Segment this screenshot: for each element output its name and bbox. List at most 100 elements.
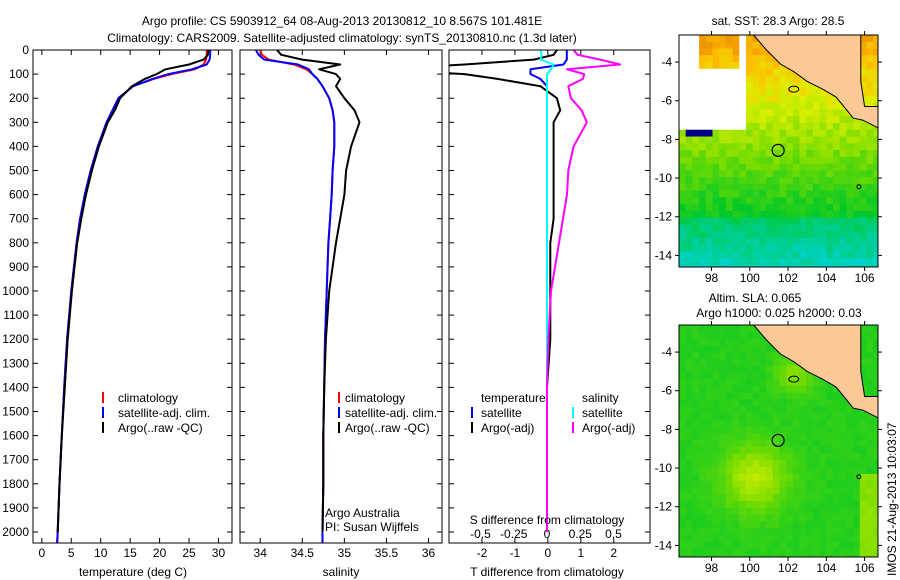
map-cell xyxy=(806,467,814,475)
map-cell xyxy=(859,500,868,509)
map-cell xyxy=(792,534,801,543)
map-cell xyxy=(859,541,868,549)
map-cell xyxy=(853,210,861,219)
map-cell xyxy=(725,190,734,198)
map-cell xyxy=(859,217,868,226)
map-cell xyxy=(839,129,847,138)
map-cell xyxy=(752,41,760,50)
map-cell xyxy=(732,548,740,556)
map-frame xyxy=(678,324,879,558)
map-cell xyxy=(819,163,827,171)
map-cell xyxy=(839,555,847,557)
map-cell xyxy=(786,143,794,151)
map-cell xyxy=(719,48,727,56)
map-cell xyxy=(692,68,700,77)
map-cell xyxy=(799,102,807,111)
map-cell xyxy=(679,514,687,522)
map-cell xyxy=(725,325,734,333)
map-cell xyxy=(819,473,827,482)
map-cell xyxy=(859,150,868,158)
map-cell xyxy=(779,258,787,266)
map-cell xyxy=(779,528,787,536)
map-cell xyxy=(752,453,760,461)
map-cell xyxy=(772,358,781,367)
map-cell xyxy=(692,453,700,461)
map-cell xyxy=(746,217,754,226)
map-cell xyxy=(772,406,781,414)
map-cell xyxy=(873,352,878,360)
map-cell xyxy=(873,150,878,158)
map-cell xyxy=(719,82,727,90)
map-cell xyxy=(819,453,827,461)
lat-tick-label: -14 xyxy=(655,538,673,552)
map-cell xyxy=(679,244,687,253)
map-cell xyxy=(752,55,760,63)
map-cell xyxy=(712,406,720,414)
map-cell xyxy=(712,500,720,509)
map-cell xyxy=(759,143,767,151)
legend-swatch-t-argo xyxy=(471,422,473,433)
map-cell xyxy=(839,419,847,428)
map-cell xyxy=(839,150,847,158)
s-tick-label: 0.5 xyxy=(605,527,622,541)
map-cell xyxy=(833,150,841,158)
map-cell xyxy=(746,55,754,63)
map-cell xyxy=(679,75,687,83)
map-cell xyxy=(752,150,760,158)
map-cell xyxy=(826,251,834,259)
map-cell xyxy=(692,480,700,488)
map-cell xyxy=(725,123,734,131)
map-cell xyxy=(725,258,734,266)
map-cell xyxy=(799,473,807,482)
map-cell xyxy=(732,352,740,360)
map-cell xyxy=(833,95,841,104)
map-cell xyxy=(685,446,693,455)
map-cell xyxy=(819,123,827,131)
map-cell xyxy=(685,150,693,158)
map-cell xyxy=(779,413,787,421)
map-cell xyxy=(752,541,760,549)
map-cell xyxy=(873,238,878,246)
map-cell xyxy=(839,204,847,212)
map-cell xyxy=(859,358,868,367)
map-cell xyxy=(712,433,720,441)
map-cell xyxy=(719,528,727,536)
map-cell xyxy=(819,183,827,192)
map-cell xyxy=(725,150,734,158)
map-cell xyxy=(732,183,740,192)
map-cell xyxy=(826,555,834,557)
map-cell xyxy=(725,183,734,192)
map-cell xyxy=(752,379,760,387)
map-cell xyxy=(772,156,781,165)
map-cell xyxy=(725,413,734,421)
map-cell xyxy=(699,331,707,340)
map-cells xyxy=(679,325,878,557)
map-cell xyxy=(833,473,841,482)
map-cell xyxy=(859,446,868,455)
map-cell xyxy=(752,358,760,367)
map-cell xyxy=(705,163,714,171)
lon-tick-label: 106 xyxy=(855,271,875,285)
map-cell xyxy=(812,204,821,212)
map-cell xyxy=(799,467,807,475)
map-cell xyxy=(826,109,834,117)
map-cell xyxy=(759,406,767,414)
map-cell xyxy=(719,136,727,144)
y-tick-label: 200 xyxy=(9,91,29,105)
map-cell xyxy=(705,494,714,502)
map-cell xyxy=(846,521,854,529)
map-cell xyxy=(746,258,754,266)
map-cell xyxy=(692,129,700,138)
map-cell xyxy=(819,385,827,394)
map-cell xyxy=(752,95,760,104)
map-cell xyxy=(799,514,807,522)
map-cell xyxy=(759,204,767,212)
map-cell xyxy=(752,48,760,56)
map-cell xyxy=(859,210,868,219)
legend-label: Argo(..raw -QC) xyxy=(345,421,430,435)
map-cell xyxy=(746,210,754,219)
map-cell xyxy=(679,136,687,144)
map-cell xyxy=(759,170,767,178)
map-cell xyxy=(752,426,760,434)
lon-tick-label: 98 xyxy=(705,561,719,575)
